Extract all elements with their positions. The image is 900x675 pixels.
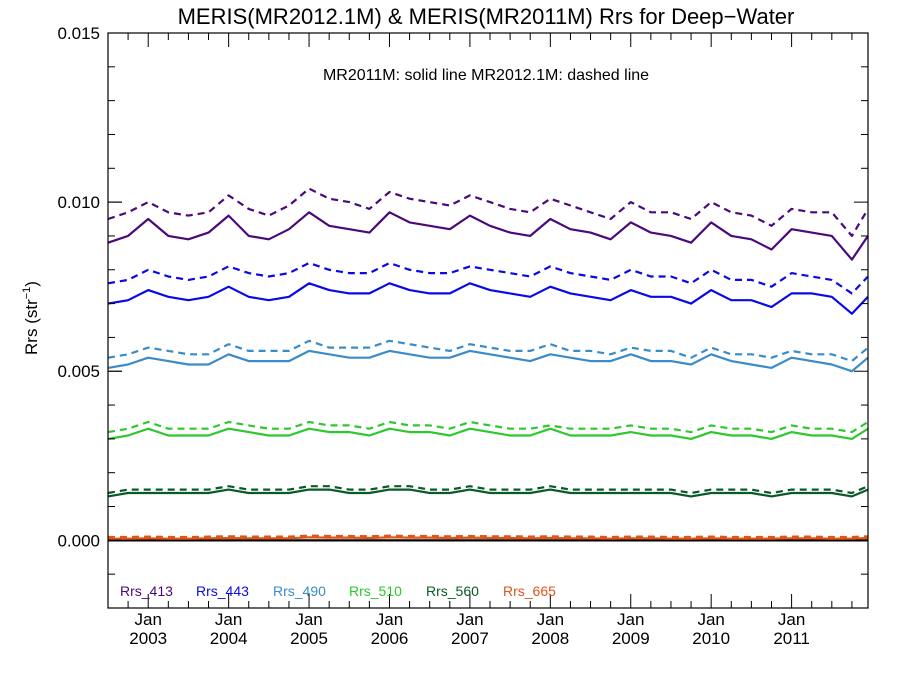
x-tick-year-label: 2011 xyxy=(773,629,810,648)
x-tick-month-label: Jan xyxy=(215,610,242,629)
x-tick-month-label: Jan xyxy=(456,610,483,629)
series-layer xyxy=(107,187,869,540)
series-line-Rrs_413-dashed xyxy=(107,187,869,237)
x-tick-month-label: Jan xyxy=(135,610,162,629)
x-tick-year-label: 2009 xyxy=(612,629,650,648)
chart-title: MERIS(MR2012.1M) & MERIS(MR2011M) Rrs fo… xyxy=(178,4,795,29)
x-tick-year-label: 2008 xyxy=(531,629,569,648)
legend-item-Rrs_560: Rrs_560 xyxy=(426,583,479,599)
legend-item-Rrs_510: Rrs_510 xyxy=(349,583,402,599)
series-line-Rrs_665-solid xyxy=(108,536,869,540)
x-tick-year-label: 2006 xyxy=(371,629,409,648)
x-tick-month-label: Jan xyxy=(617,610,644,629)
x-tick-year-label: 2007 xyxy=(451,629,489,648)
series-line-Rrs_490-solid xyxy=(107,349,869,373)
y-tick-label: 0.000 xyxy=(57,531,100,550)
y-tick-label: 0.015 xyxy=(57,24,100,43)
y-axis-label-main: Rrs (str xyxy=(22,299,41,355)
y-axis-label-close: ) xyxy=(22,281,41,287)
legend: Rrs_413 Rrs_443 Rrs_490 Rrs_510 Rrs_560 Rrs_6… xyxy=(120,583,556,599)
series-line-Rrs_665-dashed xyxy=(108,534,869,539)
axes-layer: 0.0000.0050.0100.015Jan2003Jan2004Jan200… xyxy=(57,24,869,648)
series-line-Rrs_510-solid xyxy=(107,427,869,440)
y-tick-label: 0.010 xyxy=(57,193,100,212)
y-axis-label-exponent: −1 xyxy=(21,287,33,300)
y-tick-label: 0.005 xyxy=(57,362,100,381)
series-line-Rrs_510-dashed xyxy=(107,420,869,434)
x-tick-year-label: 2010 xyxy=(692,629,730,648)
series-line-Rrs_443-dashed xyxy=(107,261,869,295)
legend-item-Rrs_490: Rrs_490 xyxy=(273,583,326,599)
x-tick-month-label: Jan xyxy=(376,610,403,629)
x-tick-month-label: Jan xyxy=(697,610,724,629)
series-line-Rrs_560-solid xyxy=(107,488,869,498)
y-axis-label: Rrs (str−1) xyxy=(21,281,41,355)
x-tick-year-label: 2003 xyxy=(129,629,167,648)
legend-item-Rrs_413: Rrs_413 xyxy=(120,583,173,599)
series-line-Rrs_443-solid xyxy=(107,282,869,315)
plot-frame xyxy=(107,32,869,609)
legend-item-Rrs_665: Rrs_665 xyxy=(503,583,556,599)
x-tick-month-label: Jan xyxy=(778,610,805,629)
legend-item-Rrs_443: Rrs_443 xyxy=(196,583,249,599)
x-tick-month-label: Jan xyxy=(295,610,322,629)
x-tick-year-label: 2004 xyxy=(210,629,248,648)
line-style-note: MR2011M: solid line MR2012.1M: dashed li… xyxy=(323,67,649,84)
x-tick-year-label: 2005 xyxy=(290,629,328,648)
x-tick-month-label: Jan xyxy=(537,610,564,629)
series-line-Rrs_413-solid xyxy=(107,211,869,261)
series-line-Rrs_560-dashed xyxy=(107,485,869,495)
